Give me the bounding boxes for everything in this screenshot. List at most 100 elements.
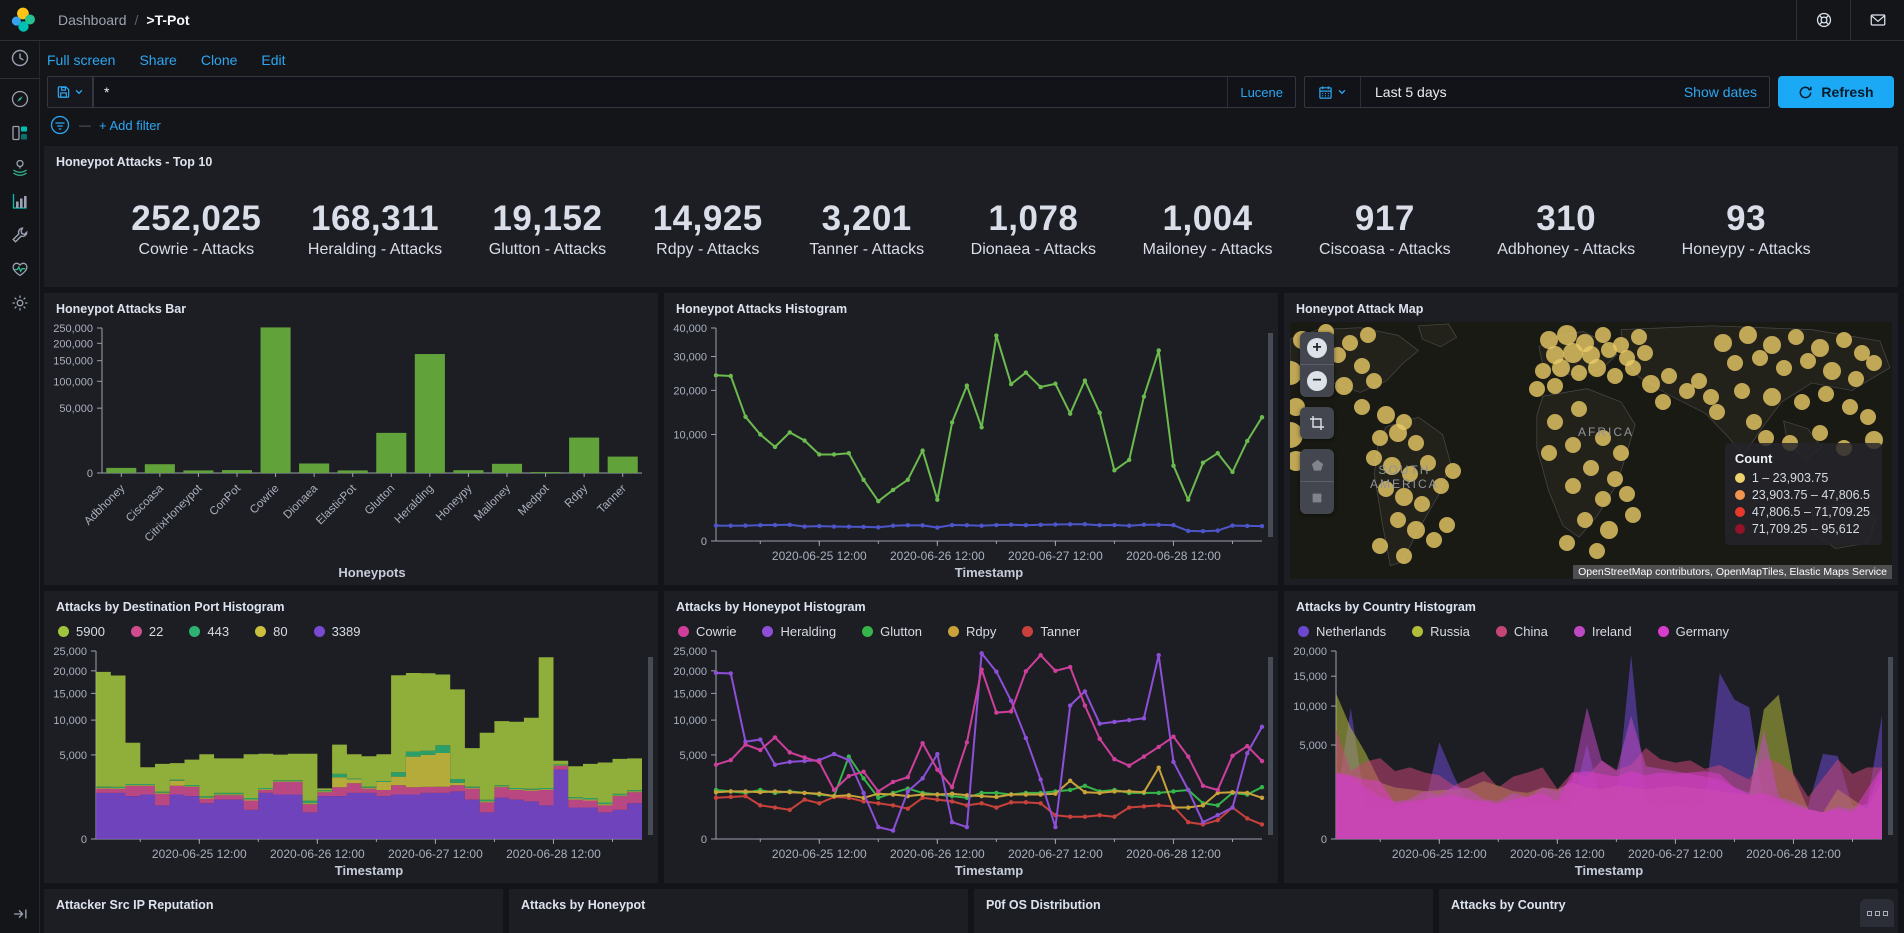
attack-location-dot[interactable] [1835,331,1852,348]
attack-location-dot[interactable] [1619,486,1636,503]
time-range-value[interactable]: Last 5 days [1375,84,1447,100]
attack-location-dot[interactable] [1625,360,1642,377]
attack-location-dot[interactable] [1709,403,1726,420]
attack-location-dot[interactable] [1841,398,1858,415]
attack-location-dot[interactable] [1360,326,1377,343]
attack-location-dot[interactable] [1528,380,1545,397]
attacks-by-country-chart[interactable]: 0 5,000 10,000 15,000 20,000 2020-06-25 12:00… [1284,641,1898,883]
attack-location-dot[interactable] [1290,361,1302,386]
sidebar-item-recently-viewed[interactable] [0,41,40,75]
filter-icon[interactable] [49,114,71,136]
attack-location-dot[interactable] [1395,487,1414,506]
show-dates-button[interactable]: Show dates [1683,84,1757,100]
attack-location-dot[interactable] [1570,365,1587,382]
attack-location-dot[interactable] [1330,347,1347,364]
attack-location-dot[interactable] [1383,456,1402,475]
attack-location-dot[interactable] [1738,325,1757,344]
date-picker-menu-button[interactable] [1305,77,1361,107]
attack-location-dot[interactable] [1389,423,1408,442]
attack-location-dot[interactable] [1679,383,1696,400]
attack-location-dot[interactable] [1335,377,1354,396]
attack-location-dot[interactable] [1810,338,1829,357]
attack-location-dot[interactable] [1607,367,1624,384]
attack-location-dot[interactable] [1540,445,1557,462]
attack-location-dot[interactable] [1642,374,1661,393]
sidebar-item-maps[interactable] [0,150,40,184]
panel-title[interactable]: Attacks by Country [1451,898,1566,912]
attack-location-dot[interactable] [1757,429,1774,446]
attack-location-dot[interactable] [1407,521,1426,540]
attack-location-dot[interactable] [1811,424,1828,441]
attack-location-dot[interactable] [1378,481,1395,498]
share-link[interactable]: Share [139,51,177,68]
attack-location-dot[interactable] [1576,511,1593,528]
clone-link[interactable]: Clone [200,51,238,68]
attack-location-dot[interactable] [1703,388,1720,405]
attack-location-dot[interactable] [1570,401,1587,418]
attack-location-dot[interactable] [1661,367,1678,384]
query-language-toggle[interactable]: Lucene [1227,77,1295,107]
attack-location-dot[interactable] [1290,422,1303,449]
attack-location-dot[interactable] [1539,330,1558,349]
refresh-button[interactable]: Refresh [1778,76,1894,108]
panel-title[interactable]: Attacks by Destination Port Histogram [56,600,285,614]
legend-item-tanner[interactable]: Tanner [1022,624,1080,639]
attack-location-dot[interactable] [1589,542,1606,559]
panel-title[interactable]: Honeypot Attacks Histogram [676,302,848,316]
attack-location-dot[interactable] [1534,362,1551,379]
breadcrumb-dashboard[interactable]: Dashboard [58,12,127,28]
legend-item-russia[interactable]: Russia [1412,624,1470,639]
attack-location-dot[interactable] [1432,478,1449,495]
attack-location-dot[interactable] [1631,329,1648,346]
attack-location-dot[interactable] [1366,450,1383,467]
attack-location-dot[interactable] [1637,344,1654,361]
panel-title[interactable]: Attacks by Honeypot [521,898,646,912]
attack-location-dot[interactable] [1558,535,1575,552]
legend-item-germany[interactable]: Germany [1657,624,1729,639]
attack-location-dot[interactable] [1847,370,1864,387]
attack-location-dot[interactable] [1595,326,1612,343]
attack-location-dot[interactable] [1377,405,1396,424]
attack-location-dot[interactable] [1853,344,1870,361]
panel-title[interactable]: Honeypot Attacks Bar [56,302,187,316]
attack-location-dot[interactable] [1762,387,1781,406]
attack-location-dot[interactable] [1799,352,1816,369]
attack-location-dot[interactable] [1408,434,1425,451]
attack-location-dot[interactable] [1396,547,1413,564]
zoom-in-button[interactable]: + [1300,332,1334,364]
attack-location-dot[interactable] [1420,455,1437,472]
legend-item-glutton[interactable]: Glutton [862,624,922,639]
attack-location-dot[interactable] [1613,337,1630,354]
panel-title[interactable]: Honeypot Attack Map [1296,302,1424,316]
sidebar-item-dashboard[interactable] [0,116,40,150]
legend-item-heralding[interactable]: Heralding [762,624,836,639]
chart-scrollbar[interactable] [648,657,653,835]
attack-location-dot[interactable] [1733,383,1750,400]
sidebar-item-management[interactable] [0,286,40,320]
sidebar-collapse-button[interactable] [0,899,40,929]
sidebar-item-dev-tools[interactable] [0,218,40,252]
panel-title[interactable]: Attacker Src IP Reputation [56,898,214,912]
panel-title[interactable]: Attacks by Honeypot Histogram [676,600,866,614]
attack-location-dot[interactable] [1655,393,1672,410]
map-canvas[interactable]: AFRICA SOUTH AMERICA + − [1290,322,1892,579]
legend-item-22[interactable]: 22 [130,624,163,639]
panel-options-button[interactable] [1860,899,1894,927]
attack-location-dot[interactable] [1625,506,1642,523]
attack-location-dot[interactable] [1564,478,1581,495]
attack-location-dot[interactable] [1372,429,1389,446]
map-attribution[interactable]: OpenStreetMap contributors, OpenMapTiles… [1573,565,1892,579]
attack-location-dot[interactable] [1793,393,1810,410]
rectangle-tool-button[interactable] [1300,482,1334,514]
attack-location-dot[interactable] [1342,334,1359,351]
attack-location-dot[interactable] [1551,359,1570,378]
attack-location-dot[interactable] [1762,336,1781,355]
attack-location-dot[interactable] [1787,329,1804,346]
attack-location-dot[interactable] [1372,537,1389,554]
panel-title[interactable]: Attacks by Country Histogram [1296,600,1476,614]
legend-item[interactable]: 1 – 23,903.75 [1734,471,1870,485]
legend-item-5900[interactable]: 5900 [58,624,105,639]
chart-scrollbar[interactable] [1888,657,1893,835]
legend-item-80[interactable]: 80 [255,624,288,639]
attack-location-dot[interactable] [1714,333,1733,352]
